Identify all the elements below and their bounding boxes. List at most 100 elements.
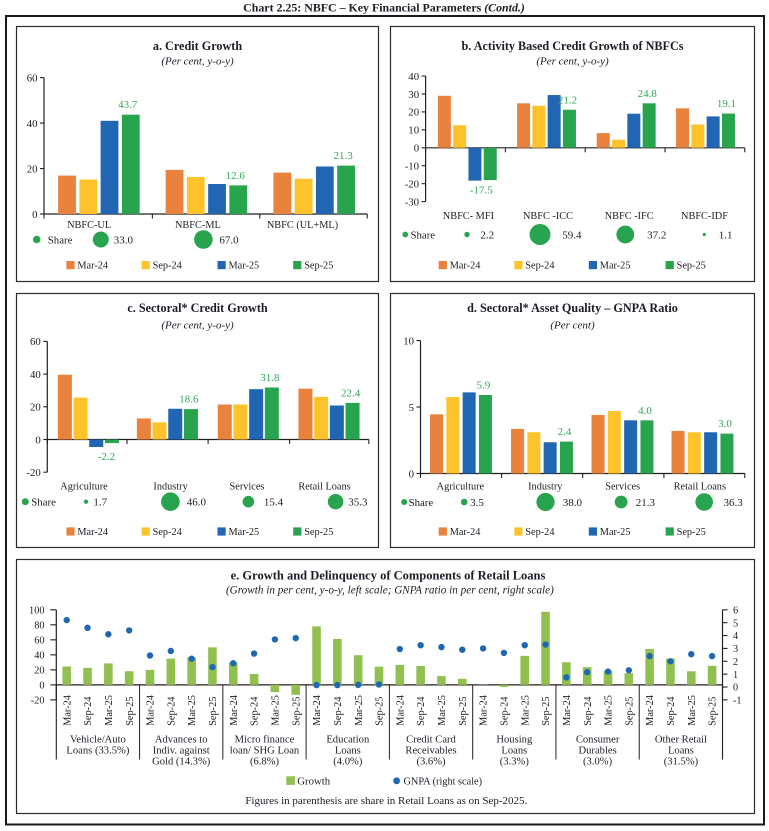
svg-text:e. Growth and Delinquency of C: e. Growth and Delinquency of Components … <box>231 569 546 583</box>
svg-text:Micro finance: Micro finance <box>235 735 295 746</box>
svg-text:80: 80 <box>34 621 44 632</box>
svg-text:0: 0 <box>409 468 414 480</box>
svg-text:(6.8%): (6.8%) <box>250 757 280 768</box>
svg-text:43.7: 43.7 <box>118 99 138 111</box>
svg-text:Mar-24: Mar-24 <box>146 695 157 726</box>
svg-text:Sep-25: Sep-25 <box>458 697 469 726</box>
svg-text:Mar-25: Mar-25 <box>520 695 531 726</box>
svg-text:-2.2: -2.2 <box>98 451 115 463</box>
svg-text:Sep-24: Sep-24 <box>583 697 594 726</box>
svg-text:Mar-24: Mar-24 <box>62 695 73 726</box>
svg-text:NBFC-IDF: NBFC-IDF <box>681 211 728 222</box>
svg-text:Mar-24: Mar-24 <box>450 527 481 538</box>
svg-text:Housing: Housing <box>496 735 533 746</box>
svg-text:Loans: Loans <box>335 746 361 757</box>
svg-text:0: 0 <box>39 681 44 692</box>
svg-text:Vehicle/Auto: Vehicle/Auto <box>70 735 126 746</box>
svg-text:-20: -20 <box>31 696 45 707</box>
svg-text:GNPA (right scale): GNPA (right scale) <box>404 777 483 788</box>
svg-text:(Per cent): (Per cent) <box>550 319 595 331</box>
svg-text:(4.0%): (4.0%) <box>333 757 363 768</box>
svg-text:35.3: 35.3 <box>348 497 368 509</box>
svg-text:(Growth in per cent, y-o-y, le: (Growth in per cent, y-o-y, left scale; … <box>226 585 554 597</box>
svg-text:3.0: 3.0 <box>718 418 732 430</box>
svg-text:NBFC- MFI: NBFC- MFI <box>443 211 495 222</box>
svg-text:Share: Share <box>48 235 73 247</box>
svg-text:Services: Services <box>605 482 640 493</box>
svg-text:59.4: 59.4 <box>562 230 582 242</box>
svg-text:21.3: 21.3 <box>333 150 353 162</box>
svg-text:Mar-25: Mar-25 <box>354 695 365 726</box>
svg-text:4: 4 <box>733 631 738 642</box>
svg-text:24.8: 24.8 <box>638 88 658 100</box>
svg-text:Sep-24: Sep-24 <box>83 697 94 726</box>
svg-text:Chart 2.25: NBFC – Key Financi: Chart 2.25: NBFC – Key Financial Paramet… <box>243 1 525 15</box>
svg-text:100: 100 <box>29 606 44 617</box>
svg-text:Sep-25: Sep-25 <box>304 261 333 272</box>
svg-text:Retail Loans: Retail Loans <box>298 482 350 493</box>
svg-text:5.9: 5.9 <box>477 380 491 392</box>
svg-text:Sep-24: Sep-24 <box>250 697 261 726</box>
svg-text:40: 40 <box>408 71 419 83</box>
svg-text:-20: -20 <box>26 467 40 479</box>
svg-text:(31.5%): (31.5%) <box>664 757 699 768</box>
svg-text:Mar-25: Mar-25 <box>271 695 282 726</box>
svg-text:Industry: Industry <box>528 482 563 493</box>
svg-text:2.2: 2.2 <box>480 230 494 242</box>
svg-text:4.0: 4.0 <box>638 405 652 417</box>
svg-text:40: 40 <box>30 369 41 381</box>
svg-text:21.3: 21.3 <box>636 497 656 509</box>
svg-text:NBFC -ICC: NBFC -ICC <box>523 211 573 222</box>
svg-text:0: 0 <box>733 683 738 694</box>
svg-text:Sep-25: Sep-25 <box>677 527 706 538</box>
svg-text:Durables: Durables <box>578 746 616 757</box>
svg-text:12.6: 12.6 <box>226 170 246 182</box>
svg-text:Sep-24: Sep-24 <box>500 697 511 726</box>
svg-text:1.7: 1.7 <box>93 497 107 509</box>
svg-text:Consumer: Consumer <box>576 735 620 746</box>
svg-text:Mar-25: Mar-25 <box>229 261 260 272</box>
svg-text:20: 20 <box>27 163 38 175</box>
svg-text:Sep-24: Sep-24 <box>166 697 177 726</box>
svg-text:0: 0 <box>35 434 40 446</box>
svg-text:-10: -10 <box>405 161 419 173</box>
svg-text:10: 10 <box>408 125 419 137</box>
svg-text:Mar-24: Mar-24 <box>77 527 108 538</box>
svg-text:37.2: 37.2 <box>647 230 666 242</box>
svg-text:0: 0 <box>414 143 419 155</box>
svg-text:Sep-25: Sep-25 <box>677 261 706 272</box>
svg-text:-20: -20 <box>405 179 419 191</box>
svg-text:3: 3 <box>733 644 738 655</box>
svg-text:60: 60 <box>34 636 44 647</box>
svg-text:Mar-25: Mar-25 <box>229 527 260 538</box>
svg-text:2: 2 <box>733 657 738 668</box>
svg-text:46.0: 46.0 <box>187 497 207 509</box>
svg-text:(3.6%): (3.6%) <box>416 757 446 768</box>
svg-text:Mar-25: Mar-25 <box>437 695 448 726</box>
svg-text:22.4: 22.4 <box>341 387 361 399</box>
svg-text:Loans: Loans <box>501 746 527 757</box>
svg-text:6: 6 <box>733 606 738 617</box>
svg-text:40: 40 <box>27 118 38 130</box>
svg-text:Share: Share <box>411 230 436 242</box>
svg-text:Receivables: Receivables <box>405 746 456 757</box>
svg-text:Mar-25: Mar-25 <box>600 527 631 538</box>
svg-text:NBFC-ML: NBFC-ML <box>175 220 221 231</box>
svg-text:Sep-24: Sep-24 <box>666 697 677 726</box>
svg-text:Sep-24: Sep-24 <box>525 527 554 538</box>
svg-text:Education: Education <box>326 735 370 746</box>
svg-text:10: 10 <box>403 335 414 347</box>
svg-text:Mar-24: Mar-24 <box>562 695 573 726</box>
svg-text:Loans (33.5%): Loans (33.5%) <box>66 746 129 757</box>
svg-text:40: 40 <box>34 651 44 662</box>
svg-text:Sep-25: Sep-25 <box>208 697 219 726</box>
svg-text:1.1: 1.1 <box>719 230 733 242</box>
svg-text:Sep-24: Sep-24 <box>416 697 427 726</box>
svg-text:20: 20 <box>34 666 44 677</box>
svg-text:Services: Services <box>230 482 265 493</box>
svg-text:33.0: 33.0 <box>114 235 134 247</box>
svg-text:Industry: Industry <box>153 482 188 493</box>
svg-text:3.5: 3.5 <box>470 497 484 509</box>
svg-text:Sep-24: Sep-24 <box>333 697 344 726</box>
svg-text:Sep-24: Sep-24 <box>153 527 182 538</box>
